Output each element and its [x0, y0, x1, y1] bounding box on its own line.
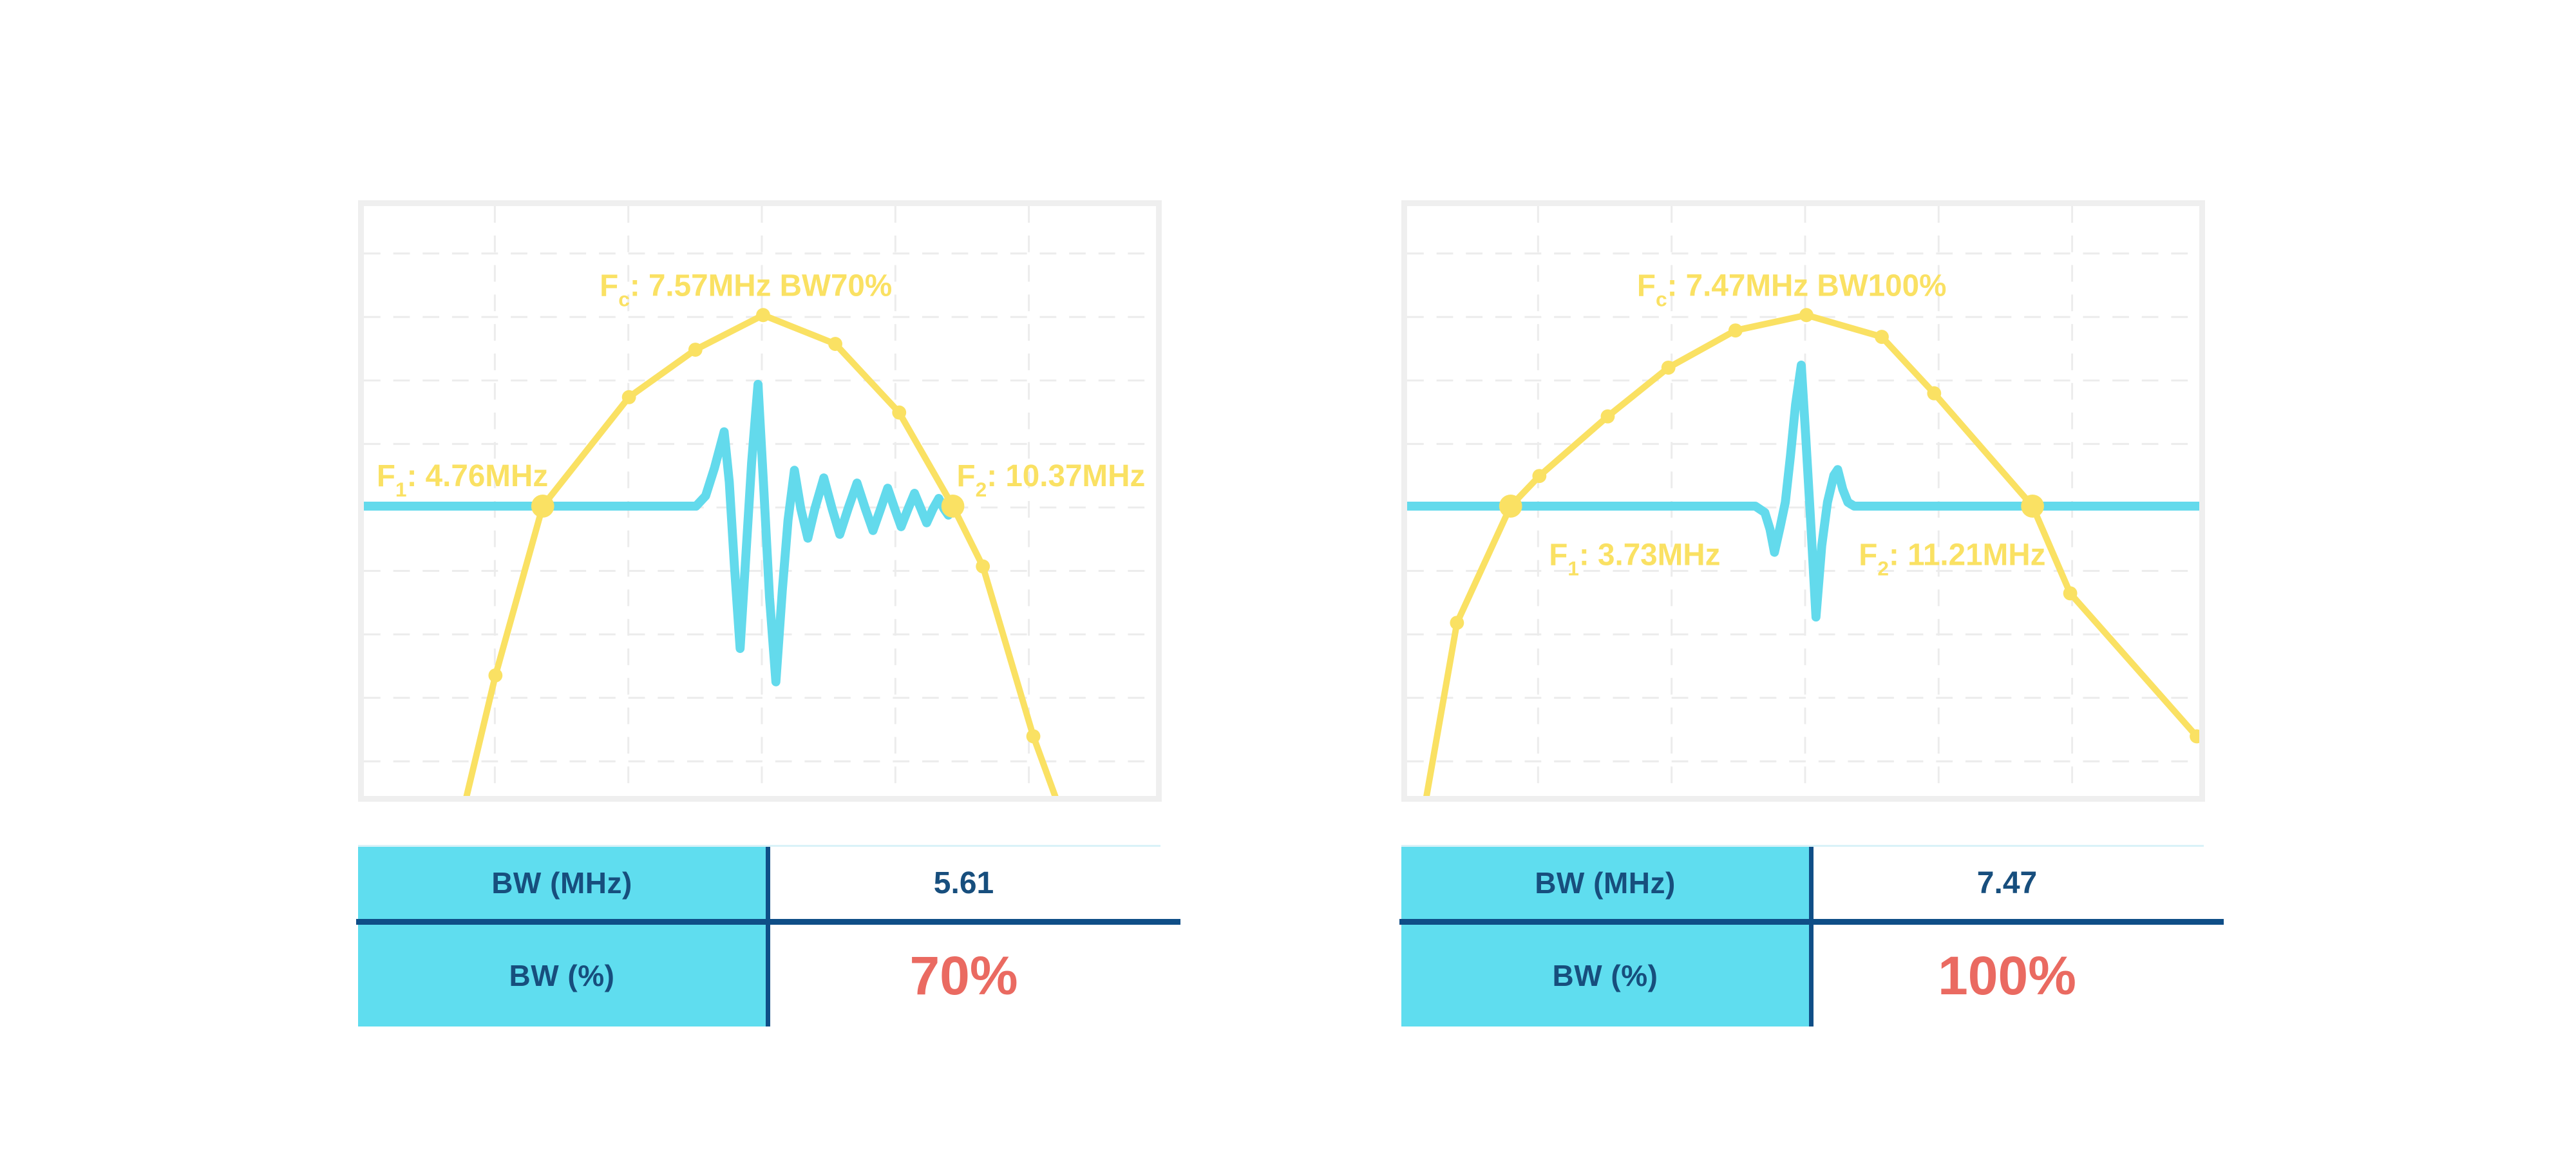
- bw-mhz-label: BW (MHz): [358, 847, 766, 919]
- f1-annotation: F1: 3.73MHz: [1549, 538, 1720, 580]
- bandwidth-crossing-marker: [2021, 495, 2044, 518]
- spectrum-data-marker: [1799, 308, 1814, 323]
- bandwidth-crossing-marker: [531, 495, 554, 518]
- table-row: BW (MHz) 7.47: [1401, 847, 2205, 919]
- spectrum-data-marker: [2190, 729, 2199, 744]
- table-top-border: [1401, 845, 2204, 847]
- right-bw-table: BW (MHz) 7.47 BW (%) 100%: [1399, 845, 2224, 1026]
- table-column-divider: [766, 847, 770, 1026]
- bw-mhz-value: 7.47: [1976, 866, 2038, 900]
- left-bandwidth-chart: Fc: 7.57MHz BW70% F1: 4.76MHz F2: 10.37MHz: [358, 200, 1162, 802]
- spectrum-data-marker: [1450, 616, 1464, 630]
- bw-mhz-label: BW (MHz): [1401, 847, 1809, 919]
- pulse-waveform: [1407, 360, 2199, 622]
- bw-mhz-value: 5.61: [933, 866, 994, 900]
- spectrum-data-marker: [688, 343, 703, 357]
- spectrum-data-marker: [1927, 386, 1942, 401]
- fc-annotation: Fc: 7.57MHz BW70%: [600, 269, 892, 310]
- f2-annotation: F2: 10.37MHz: [957, 459, 1146, 501]
- fc-annotation: Fc: 7.47MHz BW100%: [1637, 269, 1947, 310]
- chart-svg-right: Fc: 7.47MHz BW100% F1: 3.73MHz F2: 11.21MH…: [1407, 206, 2199, 796]
- bw-pct-label: BW (%): [1401, 925, 1809, 1026]
- table-column-divider: [1809, 847, 1814, 1026]
- spectrum-data-marker: [976, 559, 990, 574]
- spectrum-data-marker: [621, 390, 636, 404]
- table-row: BW (MHz) 5.61: [358, 847, 1162, 919]
- spectrum-data-marker: [1026, 729, 1041, 744]
- spectrum-data-marker: [828, 337, 842, 352]
- table-row: BW (%) 100%: [1401, 925, 2205, 1026]
- spectrum-data-marker: [1600, 409, 1615, 424]
- spectrum-data-marker: [488, 668, 503, 683]
- right-bandwidth-chart: Fc: 7.47MHz BW100% F1: 3.73MHz F2: 11.21MH…: [1401, 200, 2205, 802]
- spectrum-curve: [463, 312, 1059, 796]
- bandwidth-crossing-marker: [941, 495, 965, 518]
- spectrum-data-marker: [1532, 469, 1547, 484]
- spectrum-data-marker: [1728, 323, 1743, 338]
- chart-svg-left: Fc: 7.57MHz BW70% F1: 4.76MHz F2: 10.37MHz: [364, 206, 1156, 796]
- spectrum-data-marker: [892, 405, 907, 420]
- spectrum-data-marker: [756, 308, 770, 323]
- table-top-border: [358, 845, 1160, 847]
- table-row: BW (%) 70%: [358, 925, 1162, 1026]
- spectrum-data-marker: [1661, 360, 1676, 375]
- spectrum-data-marker: [2063, 586, 2078, 601]
- pulse-waveform: [364, 379, 958, 686]
- spectrum-data-marker: [1875, 330, 1889, 345]
- bandwidth-crossing-marker: [1499, 495, 1522, 518]
- bw-pct-label: BW (%): [358, 925, 766, 1026]
- f2-annotation: F2: 11.21MHz: [1859, 538, 2045, 580]
- bw-pct-value: 70%: [909, 945, 1018, 1006]
- bw-pct-value: 100%: [1938, 945, 2076, 1006]
- left-bw-table: BW (MHz) 5.61 BW (%) 70%: [356, 845, 1180, 1026]
- f1-annotation: F1: 4.76MHz: [377, 459, 548, 501]
